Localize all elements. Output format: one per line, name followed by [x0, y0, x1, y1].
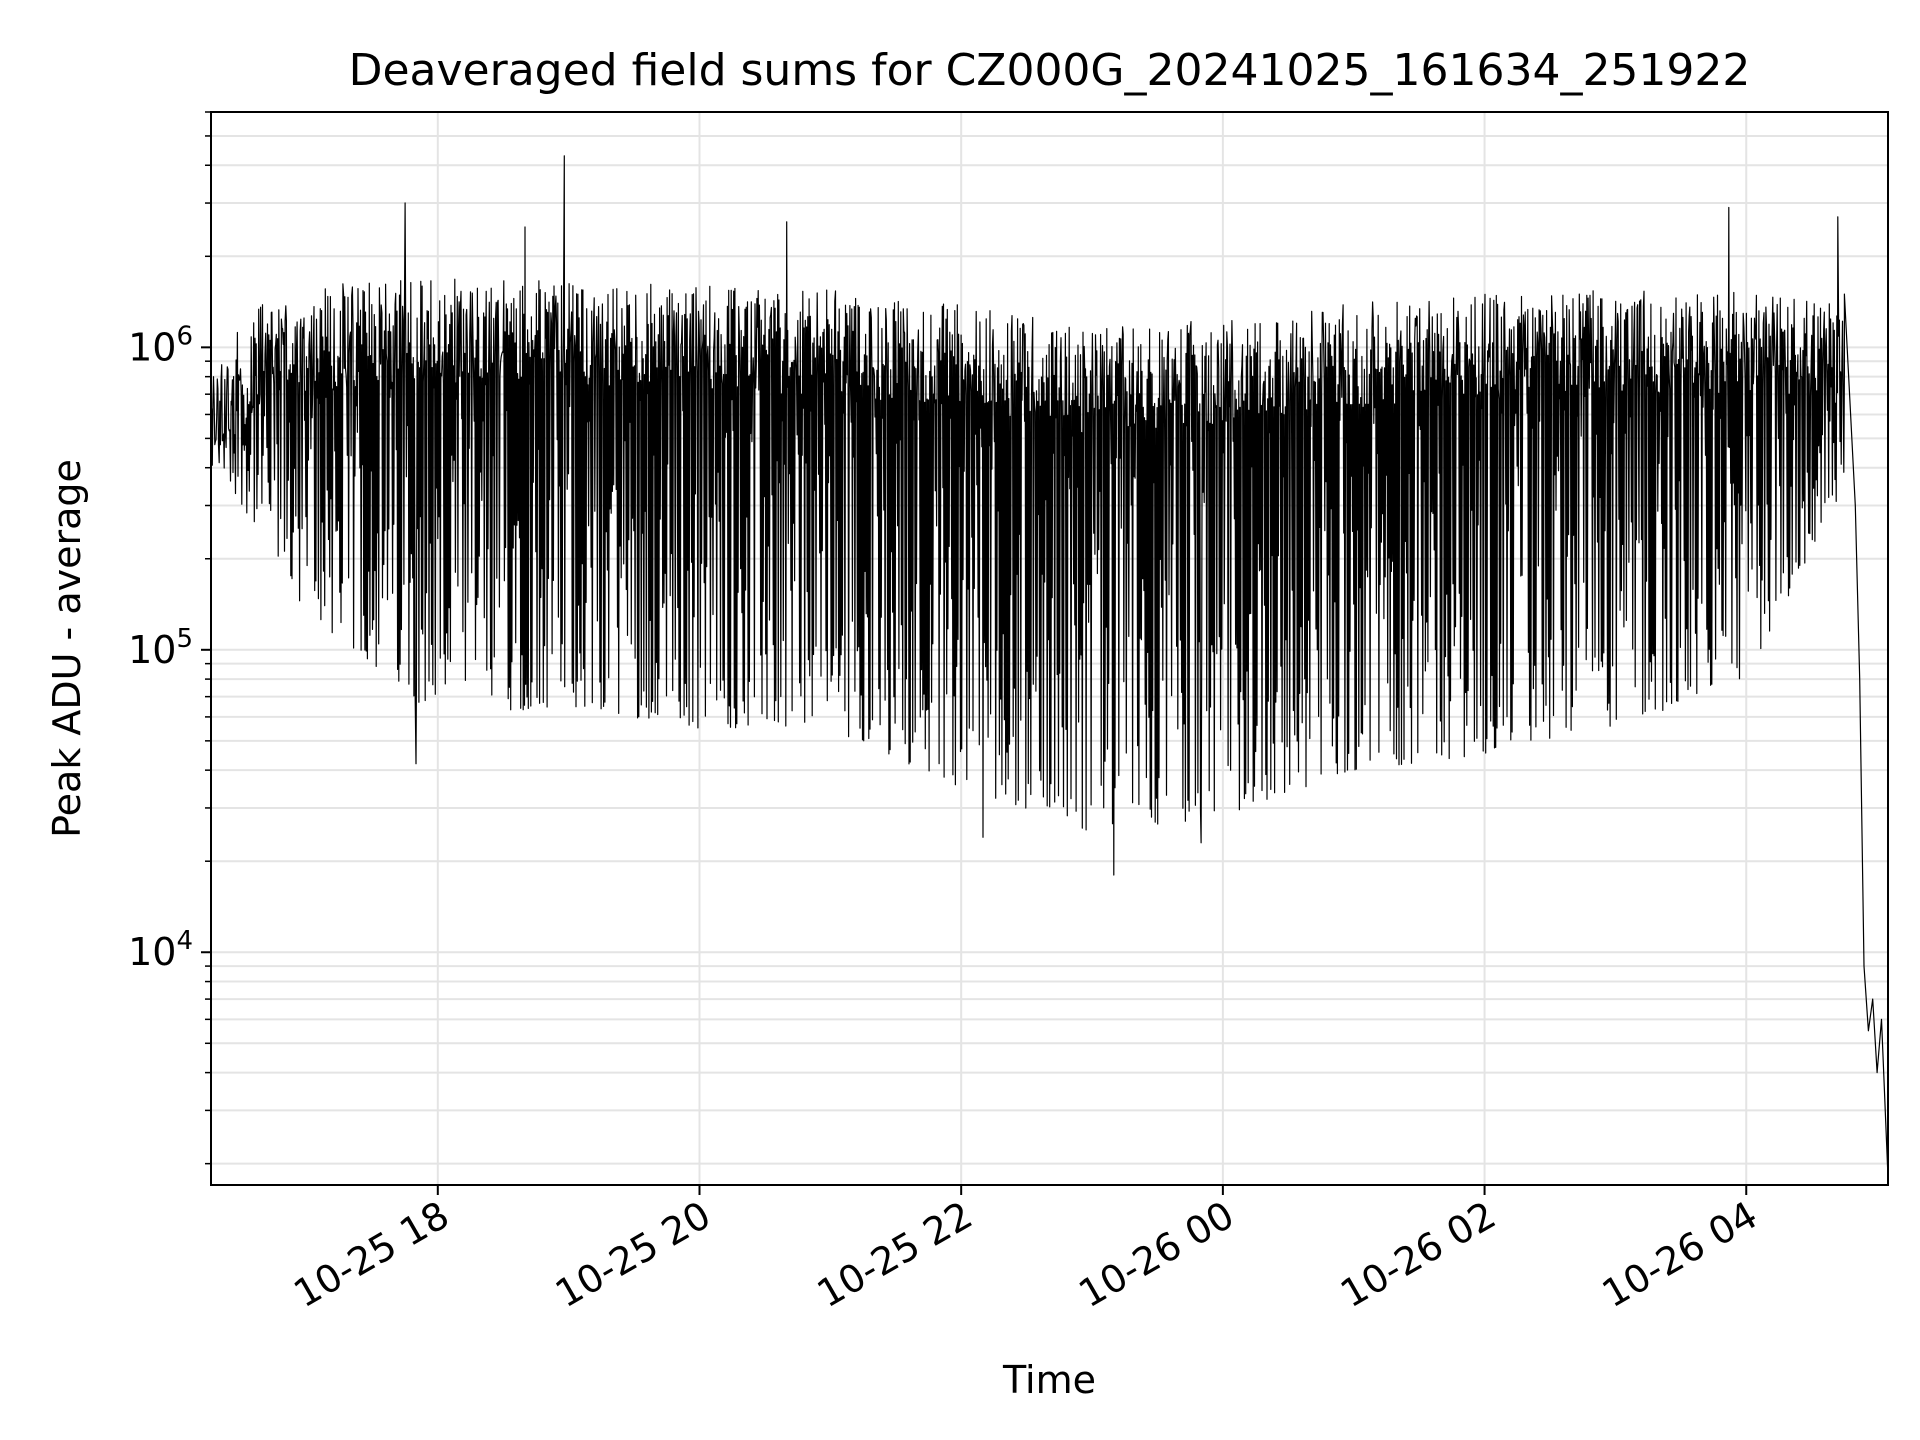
- y-tick-label: 105: [128, 624, 193, 672]
- plot-frame: [210, 111, 1889, 1186]
- x-axis-label: Time: [1002, 1358, 1096, 1402]
- y-tick-base: 10: [128, 628, 176, 672]
- y-tick-exponent: 5: [176, 624, 193, 654]
- y-tick-exponent: 6: [176, 321, 193, 351]
- chart-title: Deaveraged field sums for CZ000G_2024102…: [349, 45, 1751, 96]
- y-axis-label: Peak ADU - average: [45, 459, 89, 838]
- y-tick-label: 104: [128, 926, 193, 974]
- y-tick-label: 106: [128, 321, 193, 369]
- series-line: [210, 155, 1889, 1178]
- y-tick-base: 10: [128, 325, 176, 369]
- series-layer: [210, 155, 1889, 1178]
- y-tick-base: 10: [128, 930, 176, 974]
- y-tick-exponent: 4: [176, 926, 193, 956]
